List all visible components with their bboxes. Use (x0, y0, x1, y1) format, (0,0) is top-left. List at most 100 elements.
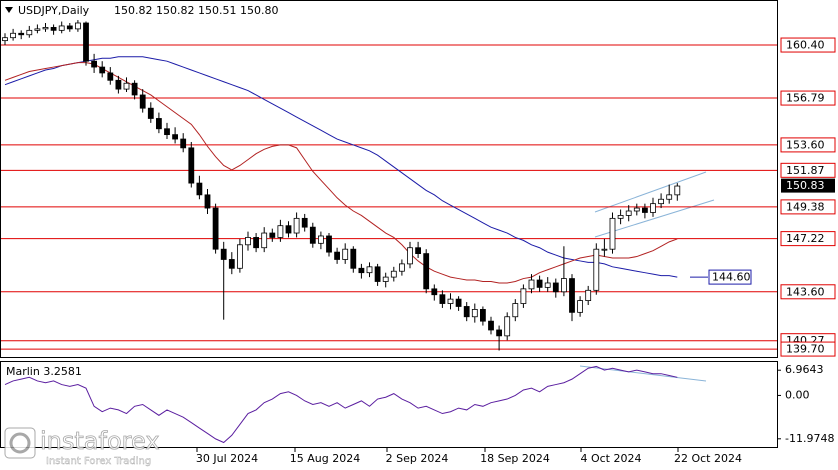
candle-body (269, 232, 276, 238)
candle-body (407, 247, 413, 265)
candle-body (415, 247, 422, 254)
level-label-box (780, 162, 836, 178)
level-label: 160.40 (786, 39, 825, 52)
candle-body (99, 66, 106, 74)
candle-body (228, 259, 235, 269)
level-label-box (780, 231, 836, 247)
candle-body (552, 282, 559, 293)
chart-title: USDJPY,Daily (18, 4, 90, 17)
candle-body (609, 217, 616, 250)
level-label: 153.60 (786, 138, 825, 151)
moving-average (4, 56, 678, 278)
current-price-label: 150.83 (786, 179, 825, 192)
candle-body (139, 94, 146, 109)
candle-body (301, 217, 308, 228)
candle-body (398, 263, 405, 272)
candle-body (253, 237, 260, 249)
level-label: 156.79 (786, 92, 825, 105)
candle-body (10, 32, 17, 39)
candle-body (91, 60, 97, 68)
main-panel (0, 0, 778, 358)
candle-body (18, 32, 25, 36)
candle-body (382, 276, 389, 282)
watermark-logo (9, 432, 31, 454)
candle-body (75, 22, 81, 30)
candle-body (342, 248, 349, 260)
candle-body (666, 194, 673, 200)
candle-body (577, 300, 583, 313)
candle-body (374, 266, 381, 282)
candle-body (131, 82, 138, 96)
candle-body (123, 82, 130, 90)
candle-body (488, 320, 494, 331)
oscillator-title: Marlin 3.2581 (6, 365, 82, 378)
candle-body (245, 237, 251, 246)
candle-body (42, 27, 49, 30)
level-label-box (780, 199, 836, 215)
candle-body (479, 309, 486, 322)
candle-body (204, 194, 211, 209)
candle-body (674, 185, 681, 196)
candle-body (366, 266, 373, 274)
candle-body (2, 37, 8, 42)
candle-body (147, 107, 154, 119)
candle-body (471, 309, 478, 318)
candle-body (180, 138, 187, 149)
candle-body (172, 134, 179, 140)
candle-body (155, 118, 162, 130)
candle-body (350, 248, 357, 269)
x-tick-label: 2 Sep 2024 (386, 452, 449, 465)
candle-body (317, 235, 324, 244)
candle-body (431, 288, 438, 296)
level-label-box (780, 284, 836, 300)
candle-body (285, 225, 292, 234)
watermark-brand: instaforex (40, 427, 160, 455)
candle-body (58, 25, 65, 31)
y-tick-label: 0.00 (785, 388, 810, 401)
y-tick-label: 6.9643 (785, 363, 824, 376)
candle-body (536, 279, 543, 288)
candle-body (188, 147, 195, 184)
oscillator-line (4, 365, 678, 444)
candle-body (236, 244, 243, 269)
candle-body (585, 289, 592, 301)
candle-body (463, 306, 470, 318)
candle-body (390, 270, 397, 278)
candle-body (293, 217, 300, 234)
level-label-box (780, 37, 836, 53)
candle-body (196, 182, 203, 196)
oscillator-panel (0, 361, 778, 448)
candle-body (617, 215, 624, 219)
candle-body (528, 279, 535, 290)
moving-average (4, 62, 678, 284)
candle-body (26, 29, 33, 36)
candle-body (212, 207, 219, 250)
candle-body (334, 251, 341, 260)
candle-body (633, 207, 640, 212)
candle-body (277, 225, 284, 238)
ohlc-text: 150.82 150.82 150.51 150.80 (114, 4, 278, 17)
line-label: 144.60 (712, 271, 751, 284)
candle-body (593, 248, 600, 291)
candle-body (642, 207, 648, 213)
candle-body (326, 235, 332, 253)
candle-body (50, 27, 57, 31)
level-label: 143.60 (786, 285, 825, 298)
plot: 144.60 160.40 156.79 153.60 151.87 149.38 147.… (1, 20, 836, 465)
watermark-tagline: Instant Forex Trading (46, 456, 151, 467)
candle-body (625, 210, 632, 216)
candle-body (309, 226, 316, 244)
candle-body (658, 198, 664, 205)
watermark: instaforex Instant Forex Trading (4, 427, 160, 467)
level-label: 149.38 (786, 200, 825, 213)
candle-body (455, 298, 462, 307)
watermark-logo (4, 427, 36, 459)
level-label: 151.87 (786, 164, 825, 177)
candle-body (512, 303, 519, 318)
candle-body (520, 288, 527, 304)
candle-body (220, 248, 227, 260)
candle-body (164, 128, 170, 136)
level-label-box (780, 137, 836, 153)
y-tick-label: -11.9748 (785, 432, 834, 445)
